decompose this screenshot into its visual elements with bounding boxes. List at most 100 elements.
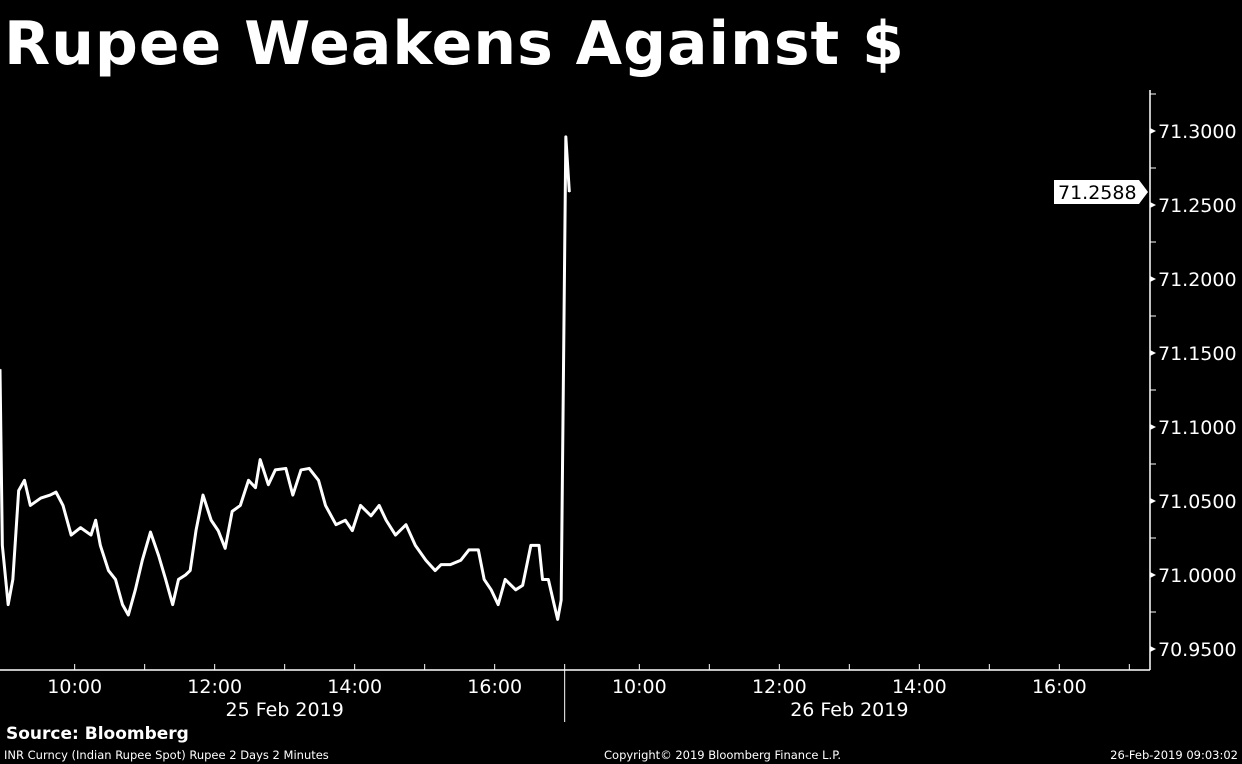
data-point [0, 368, 1, 370]
y-tick-label: 71.0000 [1158, 565, 1237, 587]
x-tick-label: 14:00 [892, 676, 947, 698]
data-point [560, 599, 562, 601]
y-tick [1150, 572, 1156, 578]
data-point [267, 484, 269, 486]
data-point [300, 469, 302, 471]
x-date-label: 26 Feb 2019 [790, 699, 908, 721]
data-point [285, 467, 287, 469]
data-point [395, 534, 396, 536]
y-tick-label: 71.2000 [1158, 269, 1237, 291]
data-point [460, 559, 462, 561]
y-tick-label: 71.0500 [1158, 491, 1237, 513]
data-point [210, 519, 212, 521]
data-point [542, 578, 543, 580]
data-point [7, 604, 9, 606]
data-point [557, 618, 559, 620]
data-point [515, 589, 517, 591]
x-tick-label: 10:00 [612, 676, 667, 698]
y-tick [1150, 202, 1156, 208]
data-point [344, 519, 346, 521]
data-point [385, 519, 387, 521]
data-point [115, 578, 116, 580]
data-point [185, 574, 186, 576]
data-point [80, 527, 81, 529]
y-tick [1150, 128, 1156, 134]
security-description: INR Curncy (Indian Rupee Spot) Rupee 2 D… [4, 748, 329, 762]
data-point [99, 544, 101, 546]
data-point [292, 494, 294, 496]
data-point [95, 519, 97, 521]
data-point [122, 604, 123, 606]
y-tick-label: 71.1000 [1158, 417, 1237, 439]
y-tick-label: 71.1500 [1158, 343, 1237, 365]
data-point [318, 479, 319, 481]
data-point [538, 544, 540, 546]
data-point [490, 589, 492, 591]
data-point [108, 570, 109, 572]
last-value-label: 71.2588 [1058, 182, 1137, 204]
timestamp: 26-Feb-2019 09:03:02 [1110, 748, 1238, 762]
data-point [425, 559, 427, 561]
data-point [504, 578, 506, 580]
data-point [150, 531, 151, 533]
data-point [568, 191, 570, 193]
data-point [259, 459, 261, 461]
x-date-label: 25 Feb 2019 [226, 699, 344, 721]
chart-title: Rupee Weakens Against $ [4, 9, 905, 79]
price-line [0, 135, 571, 621]
data-point [308, 467, 310, 469]
data-point [360, 504, 361, 506]
data-point [434, 570, 436, 572]
data-point [172, 604, 174, 606]
data-point [18, 490, 20, 492]
data-point [195, 530, 197, 532]
data-point [127, 614, 129, 616]
data-point [370, 515, 372, 517]
data-point [255, 487, 256, 489]
data-point [477, 549, 479, 551]
data-point [440, 564, 442, 566]
data-point [565, 136, 567, 138]
data-point [189, 570, 191, 572]
data-point [70, 534, 72, 536]
source-label: Source: Bloomberg [6, 724, 189, 744]
data-point [449, 564, 451, 566]
data-point [62, 504, 64, 506]
y-tick-label: 71.2500 [1158, 195, 1237, 217]
y-tick [1150, 498, 1156, 504]
x-tick-label: 14:00 [327, 676, 382, 698]
data-point [530, 544, 532, 546]
data-point [335, 524, 337, 526]
data-point [497, 604, 499, 606]
data-point [12, 578, 14, 580]
x-tick-label: 12:00 [187, 676, 242, 698]
x-tick-label: 16:00 [467, 676, 522, 698]
data-point [483, 578, 485, 580]
data-point [405, 524, 407, 526]
data-point [1, 544, 3, 546]
data-point [325, 504, 326, 506]
data-point [141, 559, 143, 561]
y-tick [1150, 646, 1156, 652]
data-point [24, 479, 25, 481]
data-point [231, 510, 233, 512]
data-point [40, 497, 42, 499]
data-point [90, 534, 92, 536]
data-point [522, 584, 524, 586]
data-point [217, 530, 219, 532]
data-point [134, 589, 136, 591]
copyright: Copyright© 2019 Bloomberg Finance L.P. [604, 748, 841, 762]
data-point [165, 578, 167, 580]
data-point [248, 479, 249, 481]
data-point [468, 549, 470, 551]
data-point [29, 504, 31, 506]
y-tick [1150, 424, 1156, 430]
data-point [178, 578, 179, 580]
data-point [224, 547, 226, 549]
data-point [414, 544, 416, 546]
data-point [239, 504, 241, 506]
data-point [547, 578, 549, 580]
data-point [378, 504, 380, 506]
data-point [553, 604, 555, 606]
